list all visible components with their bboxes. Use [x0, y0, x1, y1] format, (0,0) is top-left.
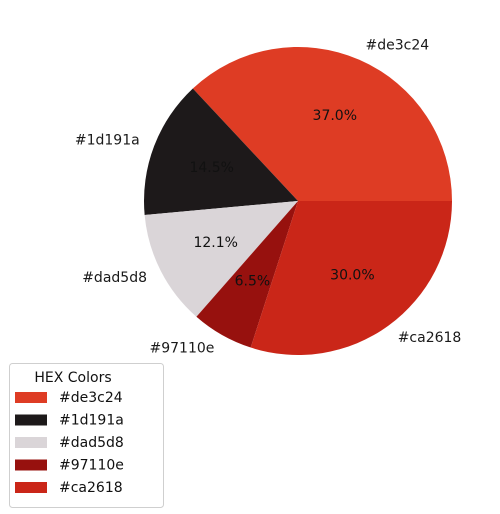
percent-label: 37.0% [313, 108, 357, 124]
legend-entry-label: #97110e [59, 458, 124, 474]
legend-swatch [15, 414, 47, 426]
legend-title: HEX Colors [34, 370, 111, 386]
pie-slices [144, 46, 452, 355]
pie-slice-dad5d8 [144, 201, 298, 317]
slice-label: #97110e [150, 340, 215, 356]
legend-entry-label: #1d191a [59, 413, 124, 429]
pie-slice-ca2618 [250, 201, 452, 355]
slice-label: #1d191a [75, 133, 140, 149]
slice-label: #dad5d8 [82, 270, 147, 286]
legend-frame [9, 363, 164, 508]
percent-label: 6.5% [235, 273, 271, 289]
legend: HEX Colors #de3c24#1d191a#dad5d8#97110e#… [9, 363, 164, 508]
legend-items: #de3c24 #1d191a #dad5d8 #97110e #ca2618 [15, 390, 124, 496]
legend-entry-label: #de3c24 [59, 390, 123, 406]
slice-label: #ca2618 [398, 330, 462, 346]
percent-labels: 37.0% 14.5% 12.1% 6.5% 30.0% [189, 108, 374, 289]
legend-swatch [15, 459, 47, 471]
legend-entry-label: #ca2618 [59, 480, 123, 496]
legend-swatch [15, 437, 47, 448]
pie-slice-97110e [196, 201, 298, 348]
legend-entry-label: #dad5d8 [59, 435, 124, 451]
slice-labels: #de3c24 #1d191a #dad5d8 #97110e #ca2618 [75, 38, 461, 357]
percent-label: 12.1% [193, 235, 237, 251]
percent-label: 30.0% [330, 268, 374, 284]
pie-slice-1d191a [144, 88, 298, 215]
legend-swatch [15, 482, 47, 493]
legend-swatch [15, 392, 47, 403]
percent-label: 14.5% [189, 160, 233, 176]
slice-label: #de3c24 [366, 38, 430, 54]
pie-slice-de3c24 [192, 46, 452, 201]
